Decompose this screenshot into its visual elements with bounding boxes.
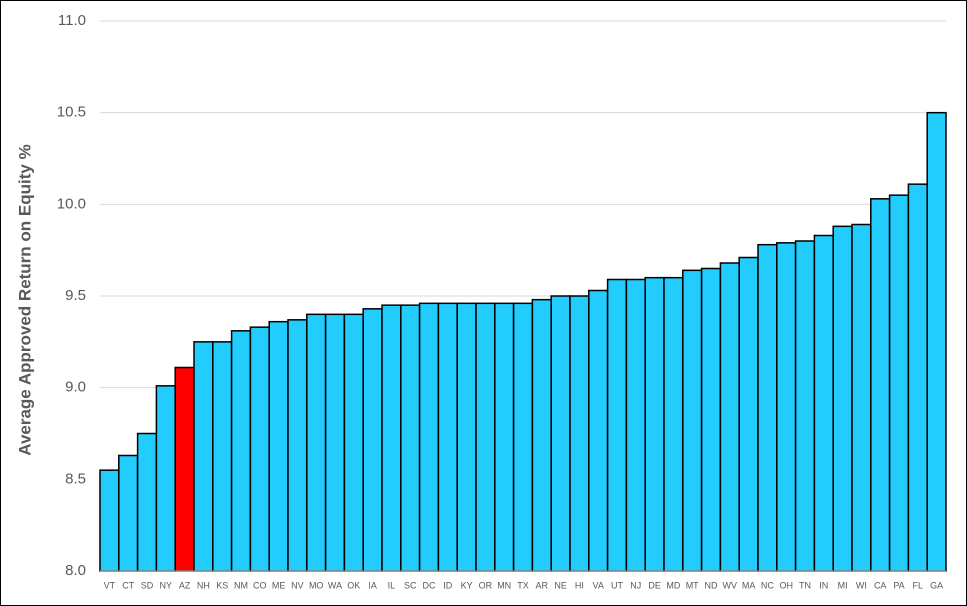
x-tick-label: ID <box>443 580 453 590</box>
y-tick-label: 9.0 <box>65 379 86 396</box>
bar <box>512 302 534 572</box>
x-tick-label: DE <box>648 580 661 590</box>
x-tick-label: NV <box>291 580 304 590</box>
x-tick-label: NM <box>234 580 248 590</box>
bar <box>588 289 609 572</box>
bar <box>362 308 383 572</box>
bar <box>719 262 740 572</box>
x-tick-label: FL <box>913 580 924 590</box>
bar <box>212 341 233 572</box>
bar <box>794 240 816 572</box>
bar <box>381 304 402 572</box>
x-tick-label: KS <box>216 580 228 590</box>
x-tick-label: ME <box>272 580 286 590</box>
x-tick-label: IL <box>388 580 396 590</box>
x-tick-label: CT <box>122 580 134 590</box>
x-tick-label: CO <box>253 580 267 590</box>
bar <box>738 256 759 572</box>
bar <box>136 432 158 572</box>
x-tick-label: TX <box>517 580 529 590</box>
bar <box>870 198 891 572</box>
bar <box>118 454 139 572</box>
x-tick-label: TN <box>799 580 811 590</box>
x-tick-label: MT <box>686 580 699 590</box>
x-tick-label: NC <box>761 580 774 590</box>
x-tick-label: VA <box>593 580 604 590</box>
x-tick-label: OH <box>779 580 793 590</box>
bar <box>287 319 308 572</box>
x-tick-label: OR <box>479 580 493 590</box>
bar <box>832 225 853 572</box>
bar <box>813 234 834 572</box>
bar <box>700 267 722 572</box>
x-tick-label: MN <box>497 580 511 590</box>
bar <box>494 302 515 572</box>
bar <box>456 302 477 572</box>
y-tick-label: 11.0 <box>58 12 86 29</box>
x-tick-label: CA <box>874 580 887 590</box>
x-tick-label: AR <box>536 580 549 590</box>
y-tick-label: 8.0 <box>65 562 86 579</box>
x-tick-label: NY <box>160 580 173 590</box>
x-tick-label: WI <box>856 580 867 590</box>
bar <box>343 313 364 572</box>
bar <box>531 298 552 572</box>
bar <box>907 183 928 572</box>
bar <box>249 326 270 572</box>
x-tick-label: OK <box>347 580 360 590</box>
x-tick-label: DC <box>423 580 436 590</box>
bar <box>682 269 703 572</box>
bar <box>644 276 665 572</box>
bar <box>926 111 947 572</box>
x-tick-label: HI <box>575 580 584 590</box>
x-tick-label: SC <box>404 580 417 590</box>
bar <box>851 223 872 572</box>
bar <box>888 194 910 572</box>
y-tick-label: 9.5 <box>65 287 86 304</box>
y-axis-title: Average Approved Return on Equity % <box>15 144 34 455</box>
y-tick-label: 8.5 <box>65 470 86 487</box>
x-tick-label: WA <box>328 580 342 590</box>
bar <box>475 302 496 572</box>
x-tick-label: IA <box>368 580 377 590</box>
bar <box>776 242 797 572</box>
bar <box>324 313 346 572</box>
bar <box>437 302 458 572</box>
x-tick-label: MI <box>838 580 848 590</box>
bar <box>268 320 289 572</box>
x-tick-label: GA <box>930 580 943 590</box>
bar <box>193 341 214 572</box>
x-tick-label: PA <box>893 580 904 590</box>
x-tick-label: MA <box>742 580 756 590</box>
y-tick-label: 10.0 <box>57 195 86 212</box>
x-tick-label: NJ <box>630 580 641 590</box>
bar <box>625 278 646 572</box>
x-tick-label: ND <box>705 580 718 590</box>
x-tick-label: UT <box>611 580 623 590</box>
x-tick-label: NH <box>197 580 210 590</box>
bar <box>230 330 252 572</box>
x-tick-label: WV <box>723 580 738 590</box>
bar <box>663 276 684 572</box>
x-tick-label: NE <box>554 580 567 590</box>
bar <box>550 295 571 572</box>
bar <box>606 278 628 572</box>
bar <box>400 304 421 572</box>
x-tick-label: KY <box>461 580 473 590</box>
bar <box>174 366 195 572</box>
x-tick-label: AZ <box>179 580 191 590</box>
bar <box>569 295 590 572</box>
x-tick-label: MD <box>666 580 680 590</box>
bar <box>418 302 440 572</box>
bar <box>99 469 120 572</box>
bar <box>155 385 176 572</box>
bar <box>757 243 778 572</box>
x-tick-label: SD <box>141 580 154 590</box>
x-tick-label: VT <box>104 580 116 590</box>
x-tick-label: IN <box>819 580 828 590</box>
bar <box>306 313 327 572</box>
y-tick-label: 10.5 <box>57 104 86 121</box>
x-tick-label: MO <box>309 580 324 590</box>
